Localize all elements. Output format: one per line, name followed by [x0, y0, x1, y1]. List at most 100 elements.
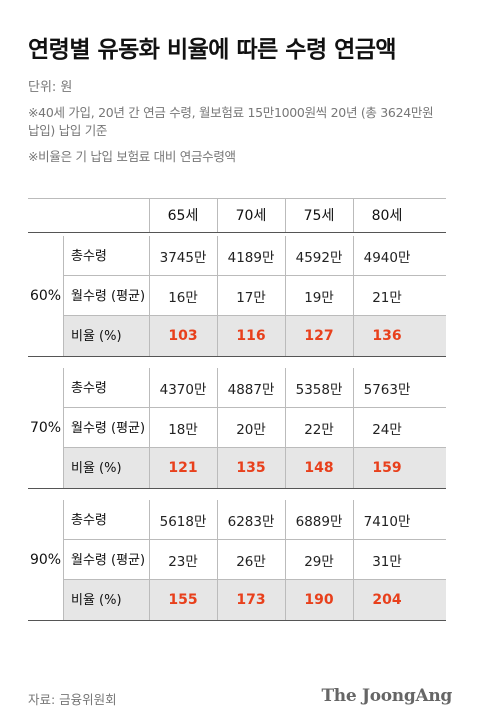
cell-divider: [285, 500, 286, 540]
cell-divider: [353, 408, 354, 448]
amount-value: 31만: [372, 554, 402, 570]
cell-divider: [63, 368, 64, 408]
note-basis-text: ※40세 가입, 20년 간 연금 수령, 월보험료 15만1000원씩 20년…: [28, 105, 434, 138]
table-row: 총수령 3745만 4189만 4592만 4940만: [63, 236, 446, 276]
amount-value: 5618만: [159, 514, 207, 530]
row-divider: [63, 447, 446, 448]
amount-value: 20만: [236, 422, 266, 438]
ratio-value: 204: [372, 592, 402, 608]
cell-divider: [217, 236, 218, 276]
cell-divider: [285, 580, 286, 620]
cell-divider: [217, 448, 218, 488]
amount-value: 4592만: [295, 250, 343, 266]
column-divider: [285, 198, 286, 232]
rate-group: 60% 총수령 3745만 4189만 4592만 4940만 월수령 (평균) 16만 17만…: [28, 236, 446, 357]
unit-label: 단위: 원: [28, 80, 73, 95]
column-divider: [353, 198, 354, 232]
rate-group: 90% 총수령 5618만 6283만 6889만 7410만 월수령 (평균) 23만 26만…: [28, 500, 446, 621]
amount-value: 6283만: [227, 514, 275, 530]
cell-divider: [63, 500, 64, 540]
cell-divider: [63, 236, 64, 276]
cell-divider: [353, 580, 354, 620]
cell-divider: [63, 316, 64, 356]
amount-value: 4887만: [227, 382, 275, 398]
row-label: 총수령: [71, 512, 107, 528]
group-bottom-rule: [28, 620, 446, 621]
ratio-value: 121: [168, 460, 198, 476]
cell-divider: [217, 276, 218, 316]
row-label: 총수령: [71, 248, 107, 264]
table-top-border: [28, 198, 446, 199]
cell-divider: [63, 276, 64, 316]
cell-divider: [353, 448, 354, 488]
amount-value: 29만: [304, 554, 334, 570]
amount-value: 7410만: [363, 514, 411, 530]
row-label: 비율 (%): [71, 592, 122, 608]
row-label: 총수령: [71, 380, 107, 396]
cell-divider: [285, 236, 286, 276]
page-title: 연령별 유동화 비율에 따른 수령 연금액: [28, 37, 397, 63]
group-bottom-rule: [28, 356, 446, 357]
table-row: 월수령 (평균) 16만 17만 19만 21만: [63, 276, 446, 316]
group-label: 90%: [29, 552, 62, 568]
amount-value: 23만: [168, 554, 198, 570]
amount-value: 5763만: [363, 382, 411, 398]
table-row: 비율 (%) 155 173 190 204: [63, 580, 446, 620]
column-header: 70세: [235, 208, 267, 224]
row-divider: [63, 275, 446, 276]
note-basis: ※40세 가입, 20년 간 연금 수령, 월보험료 15만1000원씩 20년…: [28, 104, 448, 140]
cell-divider: [353, 276, 354, 316]
amount-value: 19만: [304, 290, 334, 306]
table-row: 비율 (%) 103 116 127 136: [63, 316, 446, 356]
row-label: 월수령 (평균): [71, 288, 146, 304]
cell-divider: [217, 580, 218, 620]
cell-divider: [149, 316, 150, 356]
cell-divider: [285, 368, 286, 408]
ratio-value: 116: [236, 328, 266, 344]
rate-group: 70% 총수령 4370만 4887만 5358만 5763만 월수령 (평균) 18만 20만…: [28, 368, 446, 489]
amount-value: 6889만: [295, 514, 343, 530]
ratio-value: 155: [168, 592, 198, 608]
cell-divider: [285, 276, 286, 316]
row-divider: [63, 407, 446, 408]
cell-divider: [353, 316, 354, 356]
cell-divider: [353, 368, 354, 408]
cell-divider: [149, 368, 150, 408]
publisher-logo: The JoongAng: [321, 686, 452, 706]
cell-divider: [285, 316, 286, 356]
amount-value: 24만: [372, 422, 402, 438]
cell-divider: [63, 408, 64, 448]
cell-divider: [353, 236, 354, 276]
table-row: 월수령 (평균) 18만 20만 22만 24만: [63, 408, 446, 448]
cell-divider: [217, 368, 218, 408]
row-label: 비율 (%): [71, 328, 122, 344]
cell-divider: [353, 500, 354, 540]
row-divider: [63, 315, 446, 316]
amount-value: 3745만: [159, 250, 207, 266]
amount-value: 21만: [372, 290, 402, 306]
cell-divider: [217, 540, 218, 580]
column-divider: [149, 198, 150, 232]
header-bottom-rule: [28, 232, 446, 233]
cell-divider: [149, 448, 150, 488]
source-label: 자료: 금융위원회: [28, 692, 117, 707]
ratio-value: 127: [304, 328, 334, 344]
cell-divider: [149, 580, 150, 620]
ratio-value: 190: [304, 592, 334, 608]
column-header: 65세: [167, 208, 199, 224]
table-row: 월수령 (평균) 23만 26만 29만 31만: [63, 540, 446, 580]
column-header: 80세: [371, 208, 403, 224]
amount-value: 4940만: [363, 250, 411, 266]
column-divider: [217, 198, 218, 232]
cell-divider: [63, 448, 64, 488]
amount-value: 18만: [168, 422, 198, 438]
ratio-value: 135: [236, 460, 266, 476]
row-divider: [63, 539, 446, 540]
group-label: 60%: [29, 288, 62, 304]
ratio-value: 148: [304, 460, 334, 476]
cell-divider: [285, 448, 286, 488]
cell-divider: [149, 408, 150, 448]
group-bottom-rule: [28, 488, 446, 489]
cell-divider: [217, 316, 218, 356]
ratio-value: 136: [372, 328, 402, 344]
